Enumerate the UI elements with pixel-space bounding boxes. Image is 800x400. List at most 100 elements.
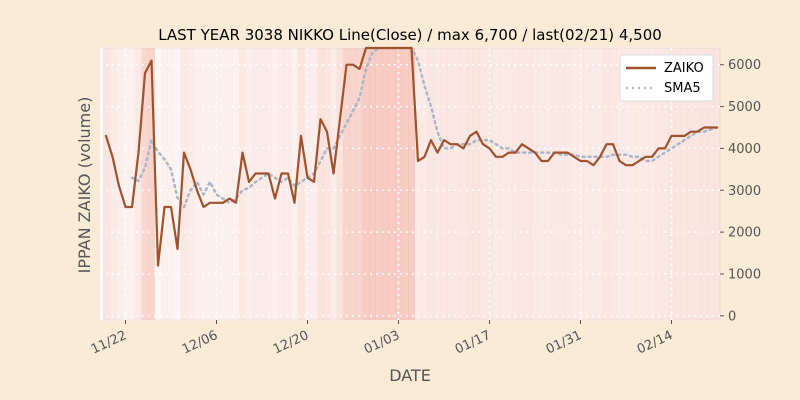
volume-band bbox=[382, 48, 389, 320]
volume-band bbox=[362, 48, 370, 320]
y-tick-label: 1000 bbox=[728, 267, 761, 282]
volume-band bbox=[700, 48, 708, 320]
volume-band bbox=[102, 48, 110, 320]
volume-band bbox=[707, 48, 714, 320]
volume-band bbox=[616, 48, 623, 320]
volume-band bbox=[609, 48, 617, 320]
volume-band bbox=[642, 48, 649, 320]
volume-band bbox=[128, 48, 136, 320]
volume-band bbox=[486, 48, 493, 320]
volume-band bbox=[239, 48, 246, 320]
y-tick-label: 2000 bbox=[728, 226, 761, 241]
y-tick-label: 4000 bbox=[728, 142, 761, 157]
x-axis-ticks: 11/22 12/06 12/20 01/03 01/17 01/31 02/14 bbox=[89, 320, 675, 357]
legend-zaiko-label: ZAIKO bbox=[664, 61, 704, 76]
volume-band bbox=[713, 48, 721, 320]
volume-band bbox=[499, 48, 506, 320]
volume-band bbox=[668, 48, 675, 320]
volume-band bbox=[271, 48, 279, 320]
volume-band bbox=[356, 48, 363, 320]
volume-band bbox=[453, 48, 461, 320]
y-tick-label: 6000 bbox=[728, 58, 761, 73]
series-layer bbox=[104, 46, 719, 267]
volume-band bbox=[564, 48, 571, 320]
volume-band bbox=[544, 48, 552, 320]
volume-band bbox=[603, 48, 610, 320]
x-tick-label: 01/17 bbox=[453, 328, 493, 357]
legend-sma5-label: SMA5 bbox=[664, 81, 701, 96]
volume-band bbox=[297, 48, 305, 320]
volume-band bbox=[336, 48, 344, 320]
volume-band bbox=[538, 48, 545, 320]
volume-band bbox=[434, 48, 441, 320]
volume-band bbox=[414, 48, 422, 320]
volume-band bbox=[200, 48, 207, 320]
volume-band bbox=[161, 48, 168, 320]
x-tick-label: 12/06 bbox=[180, 328, 220, 357]
volume-band bbox=[310, 48, 318, 320]
volume-band bbox=[505, 48, 513, 320]
volume-band bbox=[440, 48, 448, 320]
volume-band bbox=[655, 48, 662, 320]
volume-band bbox=[349, 48, 357, 320]
volume-band bbox=[232, 48, 240, 320]
volume-band bbox=[401, 48, 409, 320]
volume-band bbox=[109, 48, 116, 320]
plot-area bbox=[99, 46, 721, 321]
volume-band bbox=[213, 48, 220, 320]
volume-band bbox=[330, 48, 337, 320]
volume-band bbox=[596, 48, 604, 320]
x-tick-label: 11/22 bbox=[89, 328, 129, 357]
volume-band bbox=[265, 48, 272, 320]
volume-band bbox=[421, 48, 428, 320]
volume-band bbox=[674, 48, 682, 320]
volume-band bbox=[167, 48, 175, 320]
volume-band bbox=[388, 48, 396, 320]
x-tick-label: 01/03 bbox=[362, 328, 402, 357]
y-axis-ticks: 0 1000 2000 3000 4000 5000 6000 bbox=[720, 58, 761, 324]
volume-band bbox=[492, 48, 500, 320]
volume-band bbox=[219, 48, 227, 320]
volume-band bbox=[375, 48, 383, 320]
volume-band bbox=[122, 48, 129, 320]
volume-band bbox=[551, 48, 558, 320]
volume-band bbox=[577, 48, 584, 320]
volume-band bbox=[479, 48, 487, 320]
volume-band bbox=[460, 48, 467, 320]
chart-title: LAST YEAR 3038 NIKKO Line(Close) / max 6… bbox=[158, 26, 662, 44]
legend: ZAIKO SMA5 bbox=[619, 54, 714, 102]
volume-band bbox=[512, 48, 519, 320]
volume-band bbox=[427, 48, 435, 320]
volume-band bbox=[135, 48, 142, 320]
volume-band bbox=[531, 48, 539, 320]
volume-band bbox=[408, 48, 415, 320]
volume-band bbox=[187, 48, 194, 320]
y-tick-label: 3000 bbox=[728, 184, 761, 199]
volume-band bbox=[629, 48, 636, 320]
y-tick-label: 0 bbox=[728, 309, 736, 324]
volume-band bbox=[245, 48, 253, 320]
volume-band bbox=[343, 48, 350, 320]
volume-band bbox=[369, 48, 376, 320]
x-axis-label: DATE bbox=[389, 366, 431, 385]
x-tick-label: 12/20 bbox=[271, 328, 311, 357]
volume-band bbox=[291, 48, 298, 320]
volume-band bbox=[518, 48, 526, 320]
volume-band bbox=[687, 48, 695, 320]
volume-band bbox=[473, 48, 480, 320]
volume-band bbox=[317, 48, 324, 320]
legend-box bbox=[619, 54, 714, 102]
volume-band bbox=[284, 48, 292, 320]
series-line-sma5 bbox=[130, 46, 719, 209]
volume-band bbox=[583, 48, 591, 320]
volume-band bbox=[141, 48, 149, 320]
volume-band bbox=[648, 48, 656, 320]
volume-band bbox=[304, 48, 311, 320]
volume-band bbox=[590, 48, 597, 320]
volume-band bbox=[557, 48, 565, 320]
volume-band bbox=[154, 48, 162, 320]
volume-band bbox=[174, 48, 181, 320]
x-tick-label: 01/31 bbox=[544, 328, 584, 357]
volume-band bbox=[278, 48, 285, 320]
series-line-zaiko bbox=[104, 46, 719, 267]
